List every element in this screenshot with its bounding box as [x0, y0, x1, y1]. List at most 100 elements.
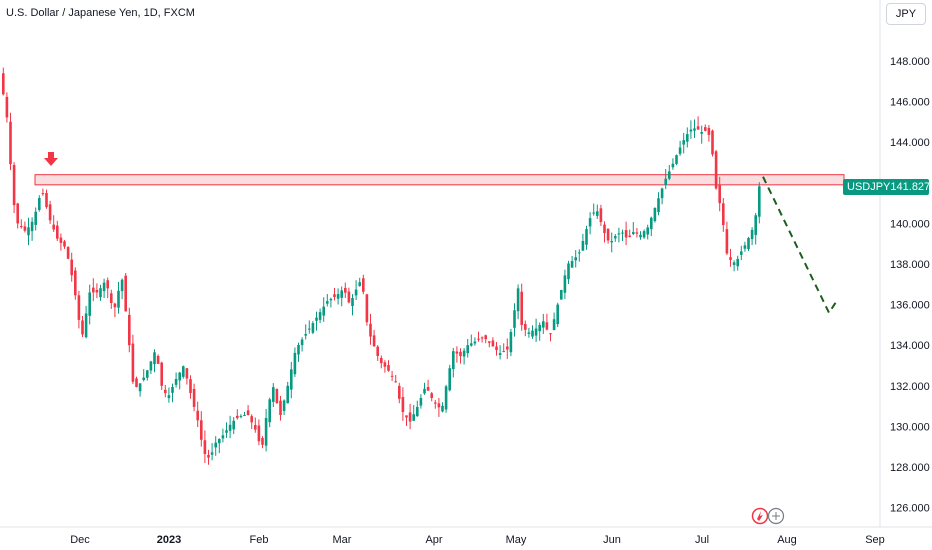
x-tick-label: May	[506, 534, 527, 546]
candle-body	[12, 165, 16, 206]
y-tick-label: 144.000	[890, 137, 930, 149]
currency-button[interactable]: JPY	[886, 3, 926, 25]
candle-body	[578, 252, 581, 254]
candle-body	[462, 350, 466, 357]
candle-body	[495, 346, 498, 351]
candle-body	[718, 184, 721, 204]
candle-body	[257, 425, 261, 442]
candle-body	[664, 178, 667, 186]
candle-body	[682, 140, 685, 145]
candle-body	[135, 378, 138, 388]
candle-body	[390, 375, 394, 377]
candle-body	[491, 340, 495, 347]
candle-body	[614, 236, 617, 239]
candle-body	[27, 227, 30, 236]
candle-body	[714, 151, 718, 189]
candle-body	[398, 385, 401, 399]
candle-body	[250, 416, 253, 423]
candle-body	[506, 346, 509, 350]
candle-body	[650, 217, 653, 230]
candle-body	[41, 193, 45, 195]
candle-body	[750, 229, 754, 240]
candle-body	[192, 388, 196, 407]
candle-body	[246, 410, 250, 416]
candle-body	[599, 208, 603, 223]
candle-body	[459, 351, 462, 357]
candle-body	[88, 292, 91, 316]
candle-body	[700, 132, 703, 134]
candle-body	[480, 337, 484, 339]
candle-body	[383, 362, 387, 367]
candle-body	[387, 365, 390, 371]
candle-body	[466, 345, 469, 354]
candle-body	[372, 335, 376, 347]
y-tick-label: 146.000	[890, 97, 930, 109]
candle-body	[228, 424, 232, 431]
candle-body	[628, 235, 631, 237]
candle-body	[592, 212, 595, 214]
tradingview-logo-icon[interactable]	[751, 507, 785, 525]
candle-body	[516, 288, 520, 312]
candle-body	[758, 186, 761, 217]
candle-body	[9, 121, 12, 165]
projection-line	[762, 176, 838, 315]
candle-body	[729, 257, 732, 260]
symbol-label: USDJPY	[847, 181, 891, 193]
candle-body	[34, 211, 37, 225]
candle-body	[218, 438, 221, 444]
candle-body	[239, 415, 243, 417]
resistance-zone	[34, 174, 845, 186]
candle-body	[243, 415, 246, 417]
y-tick-label: 134.000	[890, 340, 930, 352]
candle-body	[142, 377, 145, 381]
x-tick-label: Dec	[70, 534, 90, 546]
candle-body	[146, 370, 149, 378]
candle-body	[92, 287, 95, 293]
y-tick-label: 130.000	[890, 421, 930, 433]
candle-body	[333, 294, 336, 298]
candle-body	[5, 96, 9, 118]
candle-body	[2, 73, 5, 95]
candle-body	[668, 171, 671, 179]
candle-body	[549, 333, 552, 335]
candle-body	[455, 351, 459, 354]
y-tick-label: 138.000	[890, 259, 930, 271]
candle-body	[660, 188, 664, 199]
candle-body	[513, 310, 516, 328]
candle-body	[95, 289, 99, 293]
y-tick-label: 140.000	[890, 218, 930, 230]
candle-body	[196, 410, 199, 421]
candle-body	[671, 163, 675, 168]
candle-body	[704, 127, 707, 131]
candle-body	[45, 192, 48, 208]
candle-body	[610, 240, 613, 243]
candle-body	[376, 346, 379, 357]
candle-body	[293, 352, 297, 375]
candle-body	[736, 258, 739, 267]
candle-body	[678, 147, 682, 154]
candle-body	[588, 218, 592, 227]
candle-body	[617, 233, 621, 235]
candle-body	[261, 437, 264, 445]
candle-body	[531, 330, 534, 337]
candle-body	[606, 228, 610, 241]
candle-body	[707, 127, 711, 135]
y-tick-label: 126.000	[890, 503, 930, 515]
candle-body	[117, 290, 120, 308]
candle-body	[646, 227, 649, 235]
candle-body	[70, 259, 73, 276]
candle-body	[534, 328, 538, 336]
candle-body	[401, 397, 405, 412]
candle-body	[743, 245, 747, 249]
candle-body	[56, 225, 59, 239]
candle-body	[416, 406, 419, 417]
candle-body	[207, 454, 210, 458]
candle-body	[174, 378, 178, 385]
candle-body	[430, 393, 433, 398]
candle-body	[675, 155, 678, 164]
candle-body	[653, 207, 657, 221]
candle-body	[696, 126, 700, 130]
candle-body	[693, 128, 696, 131]
